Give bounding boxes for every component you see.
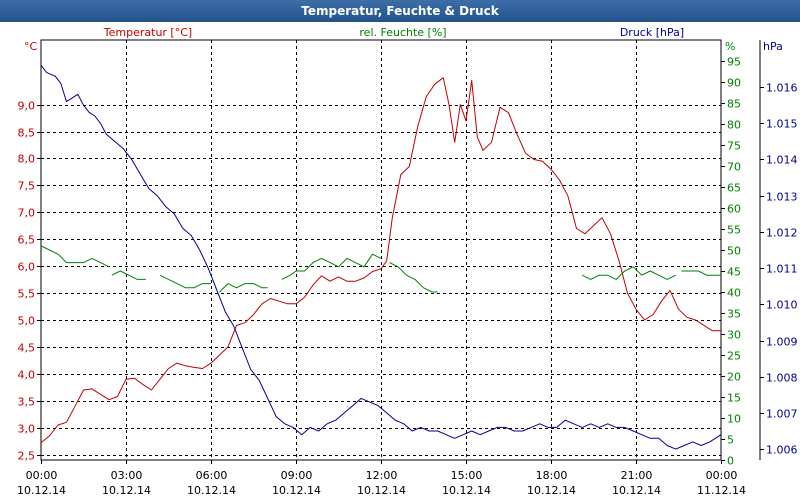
time-tick-label: 09:00 xyxy=(281,469,313,482)
humidity-tick-label: 25 xyxy=(727,350,741,363)
pressure-tick-label: 1.006 xyxy=(766,444,798,457)
humidity-unit-label: % xyxy=(725,40,735,53)
humidity-tick-label: 65 xyxy=(727,182,741,195)
time-tick-label: 00:00 xyxy=(26,469,58,482)
pressure-tick-label: 1.016 xyxy=(766,82,798,95)
temperature-tick-label: 3,5 xyxy=(18,396,36,409)
humidity-tick-label: 30 xyxy=(727,329,741,342)
date-tick-label: 10.12.14 xyxy=(17,484,66,497)
humidity-tick-label: 40 xyxy=(727,287,741,300)
pressure-tick-label: 1.010 xyxy=(766,299,798,312)
series-humidity-line xyxy=(281,253,382,280)
series-humidity-line xyxy=(581,266,676,280)
series-humidity-line xyxy=(40,245,110,268)
temperature-tick-label: 6,5 xyxy=(18,234,36,247)
pressure-axis-title: Druck [hPa] xyxy=(620,26,684,39)
time-tick-label: 18:00 xyxy=(536,469,568,482)
date-tick-label: 10.12.14 xyxy=(102,484,151,497)
humidity-tick-label: 75 xyxy=(727,140,741,153)
time-tick-label: 06:00 xyxy=(196,469,228,482)
temperature-tick-label: 8,5 xyxy=(18,127,36,140)
series-layer xyxy=(40,64,722,450)
pressure-tick-label: 1.013 xyxy=(766,191,798,204)
temperature-tick-label: 7,0 xyxy=(18,207,36,220)
humidity-tick-label: 70 xyxy=(727,161,741,174)
time-tick-label: 21:00 xyxy=(621,469,653,482)
date-tick-label: 10.12.14 xyxy=(187,484,236,497)
pressure-tick-label: 1.008 xyxy=(766,372,798,385)
humidity-tick-label: 60 xyxy=(727,203,741,216)
temperature-tick-label: 9,0 xyxy=(18,100,36,113)
series-humidity-line xyxy=(219,283,268,293)
temperature-tick-label: 7,5 xyxy=(18,180,36,193)
date-tick-label: 10.12.14 xyxy=(442,484,491,497)
series-humidity-line xyxy=(111,270,146,280)
tick-layer: 2,5 3,0 3,5 4,0 4,5 5,0 5,5 6,0 6,5 7,0 7,5 8,0 8,5 9… xyxy=(17,56,797,498)
pressure-tick-label: 1.009 xyxy=(766,336,798,349)
pressure-tick-label: 1.014 xyxy=(766,154,798,167)
time-tick-label: 12:00 xyxy=(366,469,398,482)
humidity-tick-label: 10 xyxy=(727,413,741,426)
pressure-tick-label: 1.007 xyxy=(766,408,798,421)
humidity-tick-label: 90 xyxy=(727,77,741,90)
chart-title: Temperatur, Feuchte & Druck xyxy=(0,0,800,22)
temperature-tick-label: 8,0 xyxy=(18,153,36,166)
temperature-tick-label: 5,5 xyxy=(18,288,36,301)
series-humidity-line xyxy=(389,262,438,293)
temperature-tick-label: 3,0 xyxy=(18,423,36,436)
temperature-tick-label: 4,0 xyxy=(18,369,36,382)
temperature-tick-label: 5,0 xyxy=(18,315,36,328)
temperature-tick-label: 6,0 xyxy=(18,261,36,274)
date-tick-label: 11.12.14 xyxy=(697,484,746,497)
date-tick-label: 10.12.14 xyxy=(527,484,576,497)
pressure-tick-label: 1.012 xyxy=(766,227,798,240)
humidity-tick-label: 15 xyxy=(727,392,741,405)
humidity-tick-label: 5 xyxy=(727,434,734,447)
grid xyxy=(41,40,721,460)
humidity-tick-label: 20 xyxy=(727,371,741,384)
temperature-axis-title: Temperatur [°C] xyxy=(103,26,192,39)
pressure-tick-label: 1.011 xyxy=(766,263,798,276)
series-humidity-line xyxy=(159,274,211,289)
temperature-unit-label: °C xyxy=(24,40,38,53)
humidity-tick-label: 80 xyxy=(727,119,741,132)
humidity-axis-title: rel. Feuchte [%] xyxy=(359,26,446,39)
time-tick-label: 03:00 xyxy=(111,469,143,482)
date-tick-label: 10.12.14 xyxy=(612,484,661,497)
humidity-tick-label: 45 xyxy=(727,266,741,279)
date-tick-label: 10.12.14 xyxy=(272,484,321,497)
humidity-tick-label: 95 xyxy=(727,56,741,69)
pressure-tick-label: 1.015 xyxy=(766,118,798,131)
pressure-unit-label: hPa xyxy=(763,40,783,53)
humidity-tick-label: 50 xyxy=(727,245,741,258)
time-tick-label: 00:00 xyxy=(706,469,738,482)
humidity-tick-label: 0 xyxy=(727,455,734,468)
humidity-tick-label: 35 xyxy=(727,308,741,321)
series-pressure-line xyxy=(40,64,722,450)
series-temperature-line xyxy=(40,77,721,444)
date-tick-label: 10.12.14 xyxy=(357,484,406,497)
temperature-tick-label: 2,5 xyxy=(18,450,36,463)
time-tick-label: 15:00 xyxy=(451,469,483,482)
humidity-tick-label: 55 xyxy=(727,224,741,237)
humidity-tick-label: 85 xyxy=(727,98,741,111)
series-humidity-line xyxy=(681,270,721,276)
temperature-tick-label: 4,5 xyxy=(18,342,36,355)
